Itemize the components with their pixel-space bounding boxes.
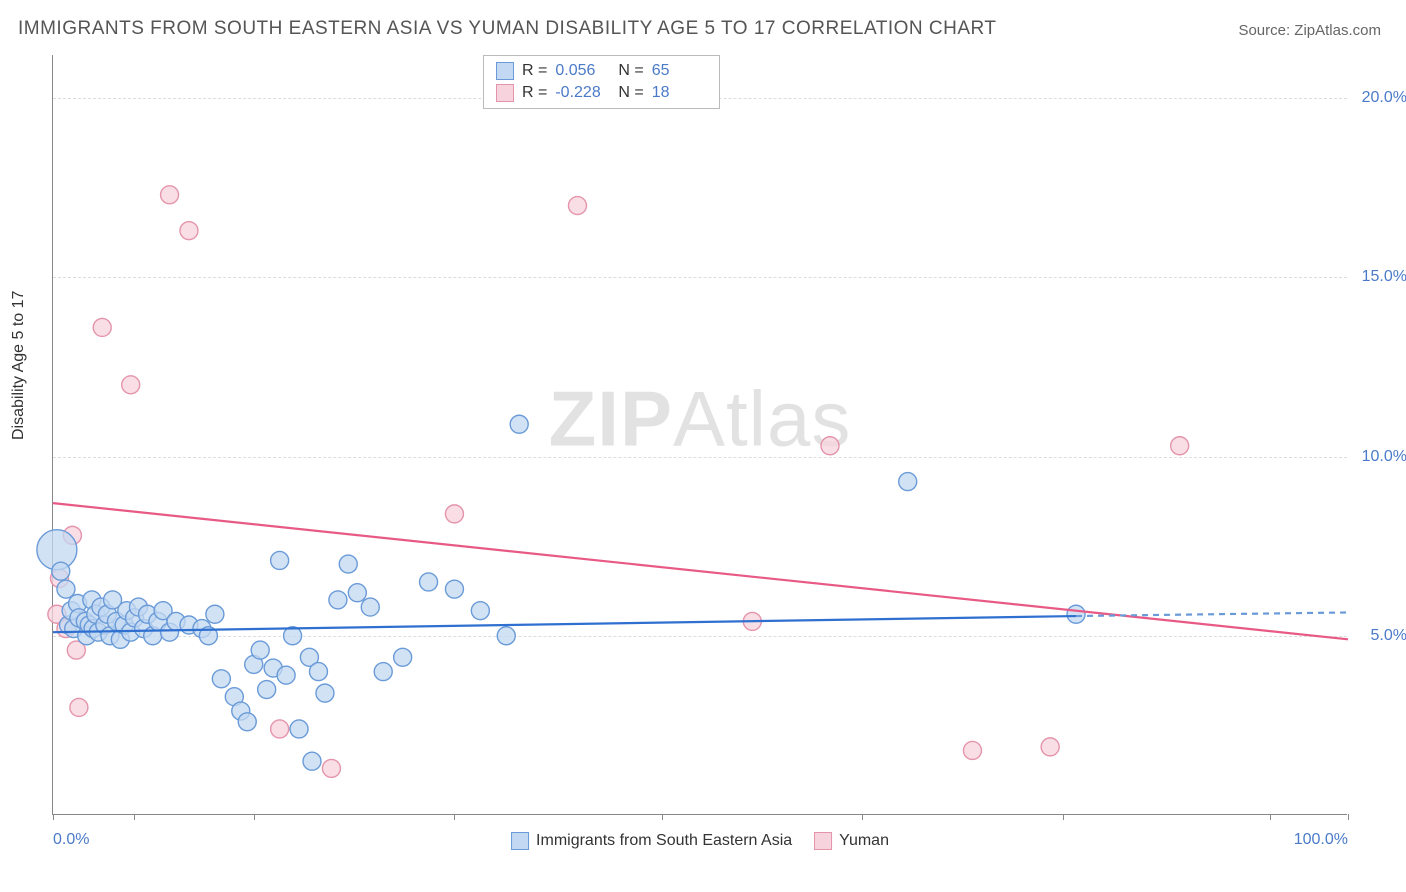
data-point	[70, 698, 88, 716]
legend-stats-box: R = 0.056 N = 65 R = -0.228 N = 18	[483, 55, 720, 109]
x-tick	[662, 814, 663, 820]
data-point	[361, 598, 379, 616]
x-tick-label: 100.0%	[1294, 831, 1348, 849]
data-point	[303, 752, 321, 770]
data-point	[348, 584, 366, 602]
stat-label: N =	[618, 62, 643, 80]
data-point	[180, 222, 198, 240]
x-tick	[53, 814, 54, 820]
legend-swatch	[496, 62, 514, 80]
data-point	[497, 627, 515, 645]
data-point	[322, 759, 340, 777]
y-tick-label: 10.0%	[1362, 448, 1406, 466]
y-tick-label: 15.0%	[1362, 268, 1406, 286]
data-point	[290, 720, 308, 738]
trend-line	[53, 503, 1348, 639]
data-point	[471, 602, 489, 620]
data-point	[271, 551, 289, 569]
data-point	[161, 186, 179, 204]
stat-label: R =	[522, 62, 547, 80]
data-point	[445, 580, 463, 598]
legend-label: Immigrants from South Eastern Asia	[536, 832, 792, 850]
data-point	[258, 681, 276, 699]
data-point	[206, 605, 224, 623]
x-tick	[454, 814, 455, 820]
y-tick-label: 20.0%	[1362, 89, 1406, 107]
bottom-legend: Immigrants from South Eastern Asia Yuman	[511, 832, 889, 850]
data-point	[212, 670, 230, 688]
data-point	[374, 663, 392, 681]
source-label: Source: ZipAtlas.com	[1238, 22, 1381, 39]
data-point	[510, 415, 528, 433]
x-tick-label: 0.0%	[53, 831, 89, 849]
data-point	[309, 663, 327, 681]
data-point	[821, 437, 839, 455]
data-point	[1067, 605, 1085, 623]
chart-title: IMMIGRANTS FROM SOUTH EASTERN ASIA VS YU…	[18, 18, 996, 40]
legend-swatch	[496, 84, 514, 102]
data-point	[316, 684, 334, 702]
legend-swatch	[814, 832, 832, 850]
data-point	[122, 376, 140, 394]
stat-value: 0.056	[555, 62, 610, 80]
x-tick	[1063, 814, 1064, 820]
stat-label: N =	[618, 84, 643, 102]
data-point	[394, 648, 412, 666]
stat-value: 65	[652, 62, 707, 80]
data-point	[899, 473, 917, 491]
data-point	[52, 562, 70, 580]
legend-stats-row: R = 0.056 N = 65	[496, 60, 707, 82]
x-tick	[862, 814, 863, 820]
plot-area: ZIPAtlas 5.0%10.0%15.0%20.0% 0.0%100.0% …	[52, 55, 1347, 815]
legend-item: Yuman	[814, 832, 889, 850]
y-tick-label: 5.0%	[1371, 627, 1406, 645]
legend-stats-row: R = -0.228 N = 18	[496, 82, 707, 104]
data-point	[445, 505, 463, 523]
legend-item: Immigrants from South Eastern Asia	[511, 832, 792, 850]
x-tick	[1270, 814, 1271, 820]
data-point	[1041, 738, 1059, 756]
x-tick	[134, 814, 135, 820]
data-point	[271, 720, 289, 738]
data-point	[329, 591, 347, 609]
x-tick	[254, 814, 255, 820]
y-axis-label: Disability Age 5 to 17	[10, 291, 28, 440]
x-tick	[1348, 814, 1349, 820]
chart-svg	[53, 55, 1347, 814]
data-point	[963, 741, 981, 759]
data-point	[277, 666, 295, 684]
stat-value: 18	[652, 84, 707, 102]
data-point	[251, 641, 269, 659]
data-point	[339, 555, 357, 573]
data-point	[420, 573, 438, 591]
stat-label: R =	[522, 84, 547, 102]
data-point	[1171, 437, 1189, 455]
data-point	[238, 713, 256, 731]
legend-label: Yuman	[839, 832, 889, 850]
data-point	[93, 318, 111, 336]
legend-swatch	[511, 832, 529, 850]
stat-value: -0.228	[555, 84, 610, 102]
data-point	[568, 197, 586, 215]
